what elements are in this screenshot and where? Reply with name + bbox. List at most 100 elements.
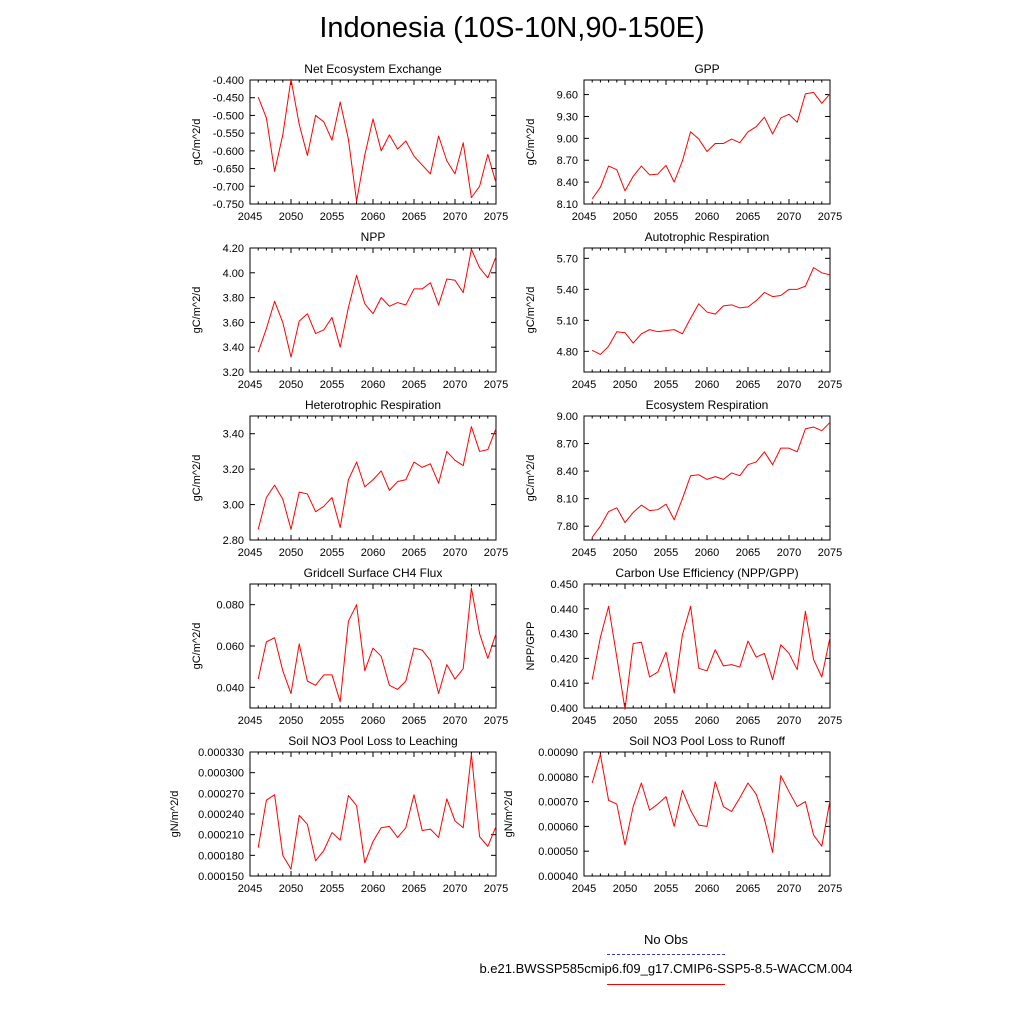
y-tick-label: 9.60 [557,90,578,102]
x-tick-label: 2050 [613,715,637,727]
y-tick-label: 0.040 [216,682,244,694]
series-line [591,267,831,355]
x-tick-label: 2075 [818,379,842,391]
series-line [591,422,831,538]
plot-frame [583,247,831,373]
chart-panel-9: Soil NO3 Pool Loss to Leaching 2045 2050 20… [169,734,508,895]
y-tick-label: -0.650 [213,164,244,176]
legend-run-label: b.e21.BWSSP585cmip6.f09_g17.CMIP6-SSP5-8… [479,961,853,976]
y-axis-label: gC/m^2/d [191,455,203,502]
y-tick-label: 0.440 [550,604,578,616]
y-tick-label: 8.40 [557,177,578,189]
y-tick-label: 0.000210 [198,830,244,842]
y-tick-label: 0.400 [550,703,578,715]
plot-frame [583,583,831,709]
plot-frame [583,751,831,877]
y-axis-label: gC/m^2/d [191,287,203,334]
y-tick-label: 0.000330 [198,747,244,759]
chart-panel-4: Autotrophic Respiration 2045 2050 2055 2060 2… [525,230,842,391]
x-tick-label: 2070 [777,883,801,895]
x-tick-label: 2050 [279,211,303,223]
y-tick-label: 0.430 [550,629,578,641]
legend-obs-label: No Obs [643,932,689,947]
y-tick-label: 0.00070 [538,797,578,809]
chart-panel-5: Heterotrophic Respiration 2045 2050 2055 206… [191,398,508,559]
x-tick-label: 2050 [613,883,637,895]
x-tick-label: 2065 [736,379,760,391]
x-tick-label: 2075 [484,547,508,559]
x-tick-label: 2045 [238,211,262,223]
chart-title: GPP [694,62,719,76]
y-tick-label: 0.450 [550,579,578,591]
chart-title: Autotrophic Respiration [645,230,770,244]
chart-title: Net Ecosystem Exchange [304,62,442,76]
y-tick-label: -0.400 [213,75,244,87]
y-tick-label: -0.600 [213,146,244,158]
x-tick-label: 2045 [238,883,262,895]
y-tick-label: 5.70 [557,253,578,265]
x-tick-label: 2065 [402,211,426,223]
plot-frame [583,415,831,541]
x-tick-label: 2075 [484,883,508,895]
y-tick-label: 0.00060 [538,821,578,833]
x-tick-label: 2060 [695,379,719,391]
x-tick-label: 2055 [320,547,344,559]
y-tick-label: 8.70 [557,155,578,167]
x-tick-label: 2055 [654,211,678,223]
x-tick-label: 2065 [736,211,760,223]
y-tick-label: 0.00040 [538,871,578,883]
y-tick-label: 2.80 [223,535,244,547]
x-tick-label: 2060 [695,211,719,223]
x-tick-label: 2070 [777,379,801,391]
x-tick-label: 2045 [572,883,596,895]
x-tick-label: 2070 [443,715,467,727]
y-axis-label: gN/m^2/d [503,791,515,838]
series-line [257,426,497,530]
chart-title: Carbon Use Efficiency (NPP/GPP) [615,566,798,580]
y-tick-label: -0.550 [213,128,244,140]
chart-panel-10: Soil NO3 Pool Loss to Runoff 2045 2050 2055… [503,734,842,895]
x-tick-label: 2075 [818,211,842,223]
series-line [591,605,831,710]
y-tick-label: 8.10 [557,199,578,211]
x-tick-label: 2065 [402,547,426,559]
x-tick-label: 2065 [402,379,426,391]
series-line [591,91,831,200]
x-tick-label: 2070 [777,547,801,559]
x-tick-label: 2055 [654,715,678,727]
x-tick-label: 2065 [736,547,760,559]
page-title: Indonesia (10S-10N,90-150E) [319,12,705,44]
y-tick-label: 8.70 [557,439,578,451]
x-tick-label: 2060 [361,715,385,727]
y-tick-label: 4.80 [557,346,578,358]
x-tick-label: 2055 [654,883,678,895]
x-tick-label: 2060 [695,715,719,727]
y-tick-label: -0.750 [213,199,244,211]
x-tick-label: 2065 [402,883,426,895]
y-tick-label: 5.10 [557,315,578,327]
y-tick-label: -0.450 [213,93,244,105]
x-tick-label: 2060 [695,547,719,559]
y-axis-label: gN/m^2/d [169,791,181,838]
x-tick-label: 2070 [777,211,801,223]
chart-panel-6: Ecosystem Respiration 2045 2050 2055 2060 206… [525,398,842,559]
x-tick-label: 2050 [279,883,303,895]
y-tick-label: 3.20 [223,367,244,379]
x-tick-label: 2065 [736,715,760,727]
y-tick-label: 0.00050 [538,846,578,858]
series-line [257,248,497,358]
series-line [257,587,497,703]
y-axis-label: gC/m^2/d [525,287,537,334]
x-tick-label: 2050 [613,547,637,559]
y-tick-label: 4.00 [223,268,244,280]
y-tick-label: 0.000270 [198,788,244,800]
x-tick-label: 2050 [279,715,303,727]
plot-frame [249,415,497,541]
chart-title: Soil NO3 Pool Loss to Runoff [629,734,786,748]
series-line [257,753,497,870]
x-tick-label: 2075 [818,883,842,895]
y-tick-label: 3.40 [223,342,244,354]
y-tick-label: 9.00 [557,411,578,423]
y-tick-label: 0.000150 [198,871,244,883]
y-tick-label: 9.00 [557,133,578,145]
